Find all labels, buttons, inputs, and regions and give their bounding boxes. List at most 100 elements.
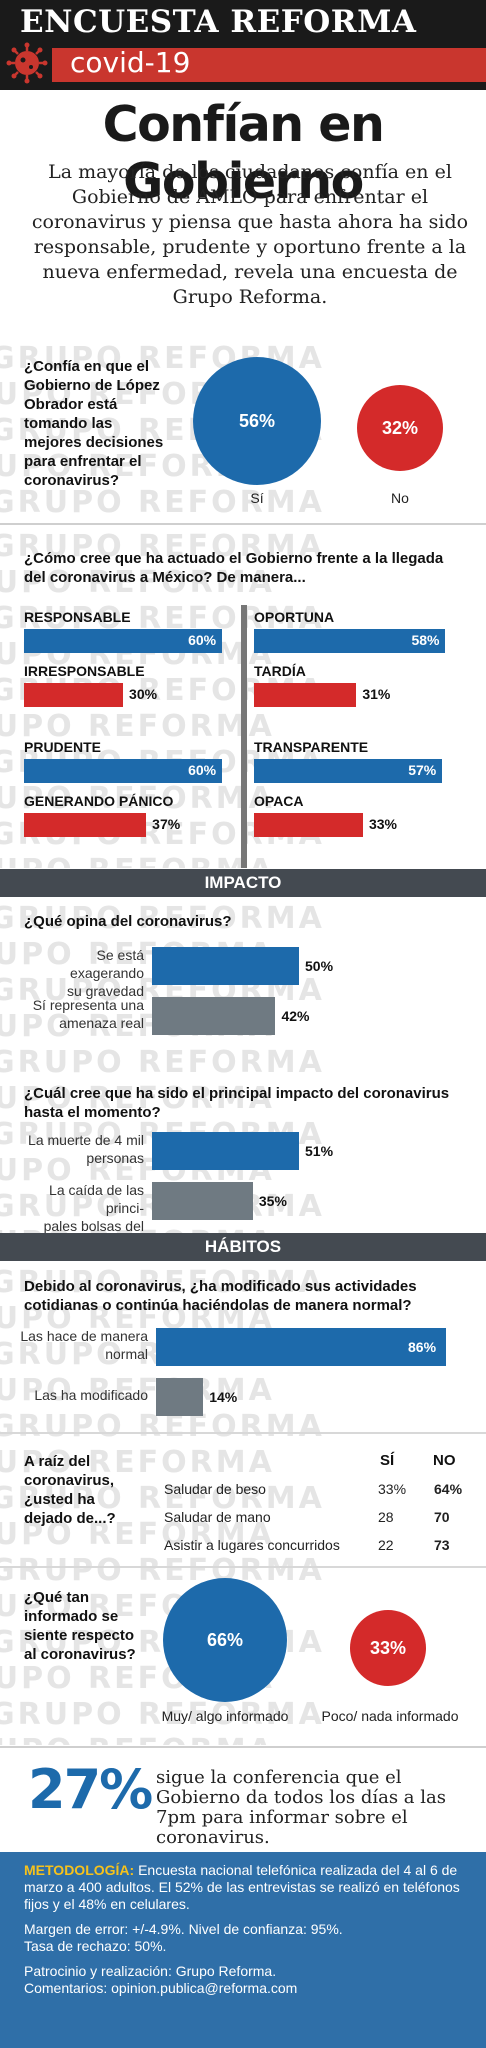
negative-bar [24,683,124,707]
negative-value: 30% [129,686,158,702]
separator [0,523,486,525]
watermark-text: GRUPO REFORMA [0,1081,275,1116]
category-label: Las ha modificado [20,1386,148,1404]
category-label: La caída de las princi-pales bolsas del … [20,1181,144,1233]
table-no-value: 70 [434,1509,450,1525]
bar-value: 51% [305,1143,334,1159]
methodology-box: METODOLOGÍA: Encuesta nacional telefónic… [0,1852,486,2048]
table-si-value: 22 [378,1537,394,1553]
si-value: 56% [238,410,276,431]
watermark-text: GRUPO REFORMA [0,1045,325,1080]
category-label-line: La muerte de 4 mil [28,1132,144,1148]
separator [0,1566,486,1568]
watermark-text: GRUPO REFORMA [0,901,325,936]
rejection-text: Tasa de rechazo: 50%. [24,1938,167,1954]
positive-value: 60% [188,762,217,778]
positive-value: 58% [411,632,440,648]
negative-label: IRRESPONSABLE [24,663,145,679]
watermark-text: GRUPO REFORMA [0,565,275,600]
impacto-q1: ¿Qué opina del coronavirus? [24,913,232,930]
no-bubble: 32% [357,385,443,471]
category-label: Se está exagerando su gravedad [20,946,144,1000]
informado-bubble: 66% [163,1578,287,1702]
value-bar [152,1182,253,1220]
category-label-line: La caída de las princi- [49,1182,144,1216]
category-label-line: Sí representa una [32,997,144,1013]
watermark-text: GRUPO REFORMA [0,853,275,868]
positive-label: PRUDENTE [24,739,102,755]
negative-bar [24,813,147,837]
watermark-text: GRUPO REFORMA [0,1553,325,1588]
positive-bar [254,629,446,653]
habitos-q3: ¿Qué tan informado se siente respecto al… [24,1589,136,1663]
watermark-text: GRUPO REFORMA [0,781,275,816]
poco-value: 33% [369,1637,407,1658]
table-no-value: 64% [434,1481,463,1497]
si-label: Sí [250,490,264,506]
masthead-banner: ENCUESTA REFORMA covid-19 [0,0,486,90]
tag-label: covid-19 [70,46,191,79]
virus-icon [6,42,48,84]
category-label-line: normal [105,1346,148,1362]
watermark-text: GRUPO REFORMA [0,1225,275,1233]
negative-label: GENERANDO PÁNICO [24,793,174,809]
value-bar [156,1378,204,1416]
conferencia-value: 27% [28,1758,153,1821]
poco-label: Poco/ nada informado [321,1708,459,1724]
watermark-text: GRUPO REFORMA [0,485,325,520]
bar-value: 50% [305,958,334,974]
category-label-line: Las ha modificado [34,1387,148,1403]
methodology-label: METODOLOGÍA: [24,1862,135,1878]
methodology-stats: Margen de error: +/-4.9%. Nivel de confi… [24,1921,466,1955]
positive-bar [24,629,223,653]
category-label: Las hace de manera normal [20,1327,148,1363]
table-si-value: 33% [378,1481,407,1497]
negative-value: 33% [368,816,397,832]
no-label: No [391,490,409,506]
category-label-line: amenaza real [59,1015,144,1031]
actuado-question: ¿Cómo cree que ha actuado el Gobierno fr… [24,550,444,586]
credits: Patrocinio y realización: Grupo Reforma.… [24,1963,466,1997]
watermark-text: GRUPO REFORMA [0,709,275,744]
habitos-q2: A raíz del coronavirus, ¿usted ha dejado… [24,1453,116,1527]
category-label-line: pales bolsas del mundo [43,1218,144,1233]
table-row-label: Saludar de beso [164,1481,266,1497]
positive-label: OPORTUNA [254,609,335,625]
column-divider [241,605,247,868]
habitos-q1: Debido al coronavirus, ¿ha modificado su… [24,1278,417,1314]
watermark-text: GRUPO REFORMA [0,521,275,523]
positive-bar [254,759,443,783]
value-bar [152,947,299,985]
confia-question: ¿Confía en que el Gobierno de López Obra… [24,358,164,489]
watermark-text: GRUPO REFORMA [0,1697,325,1732]
negative-bar [254,813,363,837]
watermark-text: GRUPO REFORMA [0,529,325,564]
col-no-header: NO [433,1452,456,1469]
methodology-text: Encuesta nacional telefónica realizada d… [24,1862,460,1912]
habitos-title: HÁBITOS [0,1233,486,1261]
watermark-text: GRUPO REFORMA [0,1517,275,1552]
positive-value: 57% [408,762,437,778]
bar-value: 14% [209,1389,238,1405]
category-label: La muerte de 4 mil personas [20,1131,144,1167]
informado-value: 66% [206,1629,244,1650]
value-bar [152,997,276,1035]
category-label-line: Las hace de manera [20,1328,148,1344]
headline: Confían en Gobierno [102,96,385,210]
negative-label: TARDÍA [254,663,306,679]
watermark-text: GRUPO REFORMA [0,1445,275,1480]
masthead-title: ENCUESTA REFORMA [20,4,417,40]
tag-bar [52,48,486,82]
sponsor-text: Patrocinio y realización: Grupo Reforma. [24,1963,277,1979]
value-bar [156,1328,446,1366]
table-row-label: Asistir a lugares concurridos [164,1537,340,1553]
table-si-value: 28 [378,1509,394,1525]
table-row-label: Saludar de mano [164,1509,271,1525]
conferencia-text: sigue la conferencia que el Gobierno da … [156,1767,446,1848]
category-label-line: personas [86,1150,144,1166]
